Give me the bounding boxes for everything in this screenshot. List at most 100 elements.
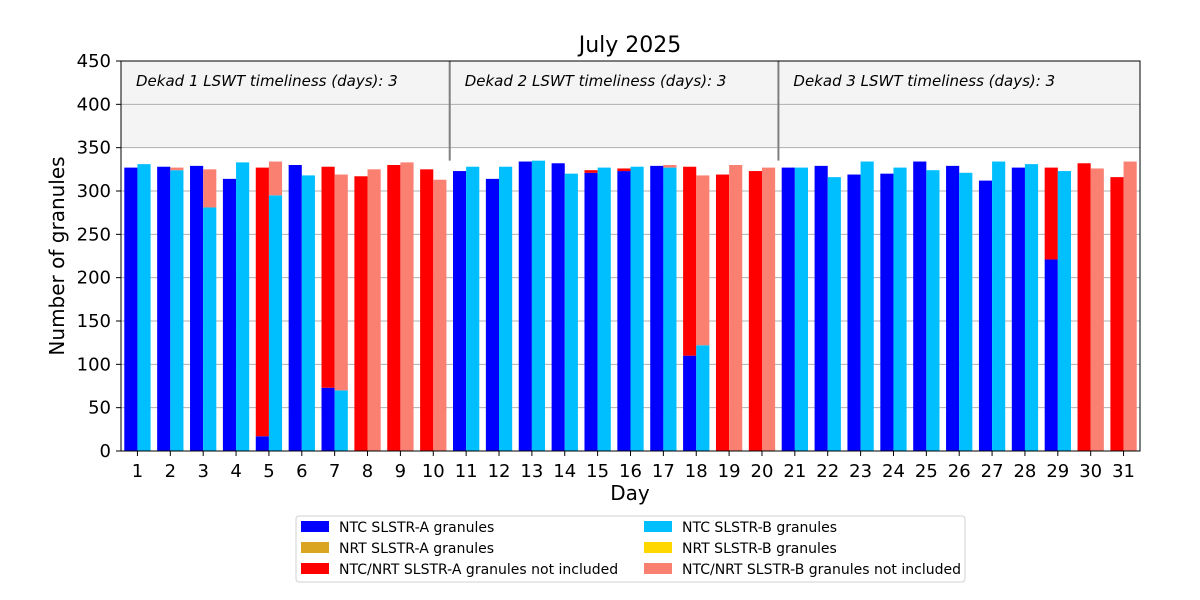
bar-segment — [860, 161, 874, 452]
bar-segment — [978, 180, 993, 451]
legend-swatch — [644, 521, 672, 532]
dekad-label: Dekad 1 LSWT timeliness (days): 3 — [136, 72, 398, 90]
bar-segment — [531, 160, 546, 451]
bar-segment — [1044, 167, 1058, 260]
bar-segment — [880, 173, 894, 451]
chart-title: July 2025 — [577, 33, 682, 58]
bar-segment — [1044, 259, 1058, 451]
x-tick-label: 18 — [685, 461, 708, 482]
bar-segment — [781, 167, 795, 451]
legend-entry: NTC/NRT SLSTR-A granules not included — [339, 562, 618, 578]
x-tick-label: 30 — [1079, 461, 1102, 482]
x-axis-ticks: 1 2 3 4 5 6 7 8 9 10 11 12 13 14 15 16 17 18 19 20 21 22 23 24 2… — [132, 451, 1135, 482]
bar-segment — [663, 167, 677, 451]
bar-segment — [663, 165, 677, 168]
bar-segment — [551, 163, 565, 451]
bar-segment — [466, 166, 480, 451]
legend-entry: NTC SLSTR-A granules — [339, 520, 494, 536]
bar-segment — [959, 172, 973, 452]
legend: NTC SLSTR-A granules NRT SLSTR-A granules… — [295, 515, 966, 583]
legend-swatch — [301, 542, 329, 553]
legend-entry: NRT SLSTR-B granules — [682, 541, 837, 557]
bar-segment — [1057, 171, 1071, 452]
bar-segment — [992, 161, 1006, 452]
x-tick-label: 25 — [915, 461, 938, 482]
bar-segment — [452, 171, 467, 452]
bar-segment — [387, 165, 401, 451]
bar-segment — [157, 166, 171, 451]
x-tick-label: 11 — [455, 461, 478, 482]
x-tick-label: 28 — [1013, 461, 1036, 482]
bar-segment — [367, 169, 381, 452]
bars — [124, 160, 1137, 452]
bar-segment — [321, 166, 335, 388]
y-axis-label: Number of granules — [45, 156, 69, 355]
dekad-label: Dekad 3 LSWT timeliness (days): 3 — [793, 72, 1055, 90]
bar-segment — [847, 174, 861, 452]
x-tick-label: 31 — [1112, 461, 1135, 482]
bar-segment — [650, 165, 664, 451]
bar-segment — [170, 167, 184, 171]
x-tick-label: 6 — [296, 461, 307, 482]
legend-entry: NTC/NRT SLSTR-B granules not included — [682, 562, 961, 578]
x-tick-label: 13 — [520, 461, 543, 482]
x-tick-label: 12 — [488, 461, 511, 482]
bar-segment — [748, 171, 762, 452]
y-tick-label: 450 — [77, 51, 111, 72]
x-tick-label: 27 — [981, 461, 1004, 482]
bar-segment — [203, 169, 217, 208]
x-axis-label: Day — [610, 481, 650, 505]
x-tick-label: 20 — [751, 461, 774, 482]
bar-segment — [683, 166, 697, 356]
bar-segment — [827, 177, 841, 451]
x-tick-label: 26 — [948, 461, 971, 482]
bar-segment — [1011, 167, 1025, 451]
x-tick-label: 4 — [230, 461, 241, 482]
x-tick-label: 1 — [132, 461, 143, 482]
bar-segment — [617, 171, 631, 452]
x-tick-label: 9 — [395, 461, 406, 482]
bar-segment — [203, 207, 217, 451]
bar-segment — [893, 167, 907, 451]
x-tick-label: 10 — [422, 461, 445, 482]
y-tick-label: 50 — [88, 398, 111, 419]
x-tick-label: 21 — [783, 461, 806, 482]
y-tick-label: 400 — [77, 94, 111, 115]
x-tick-label: 8 — [362, 461, 373, 482]
legend-entry: NRT SLSTR-A granules — [339, 541, 494, 557]
bar-segment — [617, 168, 631, 172]
x-tick-label: 29 — [1046, 461, 1069, 482]
bar-segment — [334, 390, 348, 451]
y-tick-label: 200 — [77, 268, 111, 289]
bar-segment — [794, 167, 809, 451]
bar-segment — [288, 165, 302, 451]
bar-segment — [729, 165, 743, 451]
bar-segment — [1123, 161, 1137, 452]
legend-box — [295, 515, 966, 583]
dekad-label: Dekad 2 LSWT timeliness (days): 3 — [465, 72, 727, 90]
bar-segment — [334, 174, 348, 391]
bar-segment — [1024, 164, 1039, 451]
y-tick-label: 300 — [77, 181, 111, 202]
x-tick-label: 14 — [553, 461, 576, 482]
bar-segment — [913, 161, 927, 452]
bar-segment — [301, 175, 315, 451]
y-tick-label: 250 — [77, 224, 111, 245]
bar-segment — [268, 195, 283, 451]
bar-segment — [190, 165, 204, 451]
x-tick-label: 24 — [882, 461, 905, 482]
legend-swatch — [644, 542, 672, 553]
bar-segment — [564, 173, 578, 451]
dekad-annotations: Dekad 1 LSWT timeliness (days): 3 Dekad 2… — [136, 61, 1055, 161]
bar-segment — [683, 355, 697, 451]
x-tick-label: 17 — [652, 461, 675, 482]
bar-segment — [597, 167, 611, 451]
x-tick-label: 23 — [849, 461, 872, 482]
bar-segment — [255, 436, 269, 451]
bar-segment — [1090, 168, 1104, 451]
bar-segment — [400, 162, 414, 451]
legend-swatch — [301, 521, 329, 532]
bar-segment — [584, 170, 598, 173]
legend-entry: NTC SLSTR-B granules — [682, 520, 837, 536]
